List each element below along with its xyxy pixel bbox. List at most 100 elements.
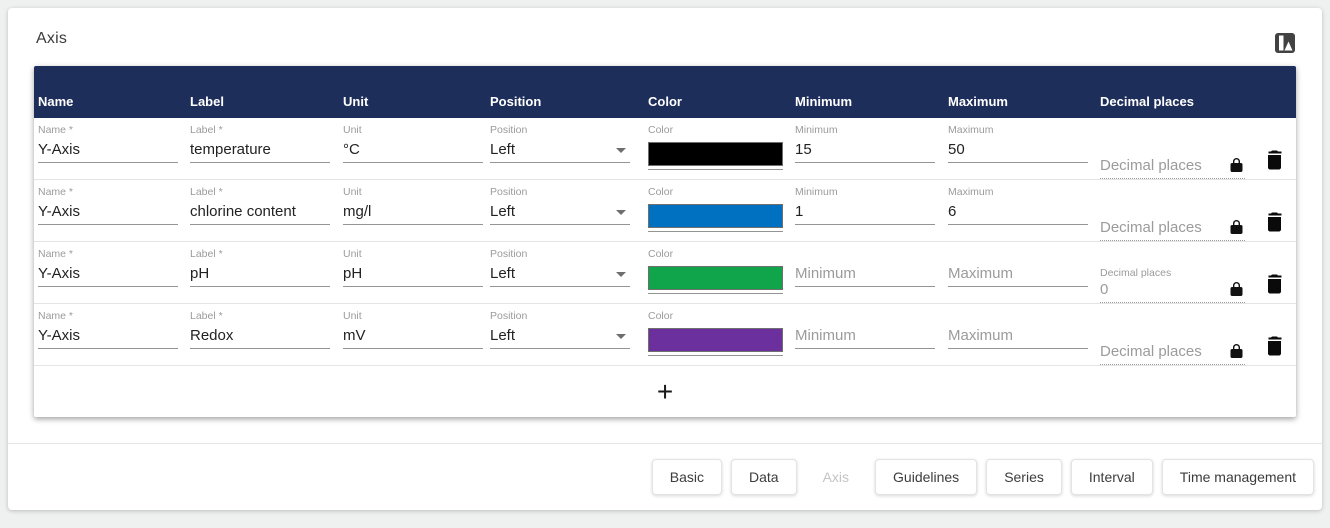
name-input[interactable]: Y-Axis	[38, 200, 178, 225]
name-input[interactable]: Y-Axis	[38, 138, 178, 163]
color-swatch	[648, 328, 783, 352]
axis-table: Name Label Unit Position Color Minimum M…	[34, 66, 1296, 417]
table-header: Name Label Unit Position Color Minimum M…	[34, 66, 1296, 118]
decimal-places-input[interactable]: Decimal places	[1100, 340, 1245, 365]
maximum-input[interactable]: Maximum	[948, 324, 1088, 349]
footer-nav: Basic Data Axis Guidelines Series Interv…	[8, 443, 1322, 510]
lock-icon[interactable]	[1230, 281, 1243, 297]
table-row: Name * Y-Axis Label * chlorine content U…	[34, 180, 1296, 242]
table-row: Name * Y-Axis Label * pH Unit pH Positio…	[34, 242, 1296, 304]
page-title: Axis	[36, 30, 68, 47]
maximum-input[interactable]: 50	[948, 138, 1088, 163]
lock-icon[interactable]	[1230, 343, 1243, 359]
column-header-decimal-places: Decimal places	[1100, 94, 1194, 109]
position-field-label: Position	[490, 186, 528, 198]
unit-field-label: Unit	[343, 310, 362, 322]
nav-button-series[interactable]: Series	[986, 459, 1062, 495]
name-field-label: Name *	[38, 310, 74, 322]
color-field-label: Color	[648, 310, 674, 322]
name-input[interactable]: Y-Axis	[38, 262, 178, 287]
color-field-label: Color	[648, 248, 674, 260]
nav-button-guidelines[interactable]: Guidelines	[875, 459, 978, 495]
decimal-places-input[interactable]: Decimal places	[1100, 216, 1245, 241]
nav-button-data[interactable]: Data	[731, 459, 797, 495]
position-select[interactable]: Left	[490, 262, 630, 287]
decimal-places-input[interactable]: 0	[1100, 278, 1245, 303]
delete-row-button[interactable]	[1253, 310, 1296, 365]
nav-button-axis: Axis	[806, 459, 866, 495]
unit-input[interactable]: mV	[343, 324, 483, 349]
table-row: Name * Y-Axis Label * Redox Unit mV Posi…	[34, 304, 1296, 366]
color-field-label: Color	[648, 186, 674, 198]
position-select[interactable]: Left	[490, 324, 630, 349]
trash-icon	[1268, 274, 1282, 294]
decimal-places-field-label: Decimal places	[1100, 267, 1172, 279]
chevron-down-icon	[616, 333, 626, 339]
minimum-input[interactable]: 1	[795, 200, 935, 225]
color-picker[interactable]	[648, 328, 783, 356]
name-field-label: Name *	[38, 248, 74, 260]
minimum-field-label: Minimum	[795, 186, 838, 198]
maximum-field-label: Maximum	[948, 124, 994, 136]
trash-icon	[1268, 212, 1282, 232]
trash-icon	[1268, 336, 1282, 356]
color-swatch	[648, 204, 783, 228]
color-swatch	[648, 142, 783, 166]
label-input[interactable]: Redox	[190, 324, 330, 349]
color-picker[interactable]	[648, 142, 783, 170]
label-field-label: Label *	[190, 124, 223, 136]
color-picker[interactable]	[648, 266, 783, 294]
lock-icon[interactable]	[1230, 157, 1243, 173]
position-select[interactable]: Left	[490, 138, 630, 163]
unit-input[interactable]: mg/l	[343, 200, 483, 225]
position-field-label: Position	[490, 124, 528, 136]
decimal-places-placeholder: Decimal places	[1100, 342, 1202, 360]
decimal-places-placeholder: Decimal places	[1100, 218, 1202, 236]
nav-button-interval[interactable]: Interval	[1070, 459, 1153, 495]
trash-icon	[1268, 150, 1282, 170]
chevron-down-icon	[616, 147, 626, 153]
image-flip-icon[interactable]	[1274, 32, 1296, 54]
label-input[interactable]: pH	[190, 262, 330, 287]
column-header-position: Position	[490, 94, 542, 109]
column-header-minimum: Minimum	[795, 94, 853, 109]
maximum-input[interactable]: 6	[948, 200, 1088, 225]
label-field-label: Label *	[190, 248, 223, 260]
delete-row-button[interactable]	[1253, 124, 1296, 179]
table-row: Name * Y-Axis Label * temperature Unit °…	[34, 118, 1296, 180]
lock-icon[interactable]	[1230, 219, 1243, 235]
maximum-input[interactable]: Maximum	[948, 262, 1088, 287]
column-header-name: Name	[38, 94, 74, 109]
main-section: Axis Name Label Unit Position Color Mini…	[8, 8, 1322, 443]
label-input[interactable]: temperature	[190, 138, 330, 163]
minimum-input[interactable]: Minimum	[795, 324, 935, 349]
unit-field-label: Unit	[343, 248, 362, 260]
name-field-label: Name *	[38, 124, 74, 136]
minimum-input[interactable]: 15	[795, 138, 935, 163]
nav-button-basic[interactable]: Basic	[651, 459, 722, 495]
minimum-input[interactable]: Minimum	[795, 262, 935, 287]
delete-row-button[interactable]	[1253, 248, 1296, 303]
name-input[interactable]: Y-Axis	[38, 324, 178, 349]
axis-settings-card: Axis Name Label Unit Position Color Mini…	[8, 8, 1322, 510]
unit-input[interactable]: °C	[343, 138, 483, 163]
name-field-label: Name *	[38, 186, 74, 198]
color-picker[interactable]	[648, 204, 783, 232]
column-header-color: Color	[648, 94, 682, 109]
unit-input[interactable]: pH	[343, 262, 483, 287]
nav-button-time-management[interactable]: Time management	[1161, 459, 1314, 495]
label-field-label: Label *	[190, 310, 223, 322]
delete-row-button[interactable]	[1253, 186, 1296, 241]
label-input[interactable]: chlorine content	[190, 200, 330, 225]
position-select[interactable]: Left	[490, 200, 630, 225]
decimal-places-value: 0	[1100, 280, 1109, 298]
add-axis-button[interactable]: +	[656, 375, 674, 407]
unit-field-label: Unit	[343, 124, 362, 136]
column-header-label: Label	[190, 94, 224, 109]
decimal-places-input[interactable]: Decimal places	[1100, 154, 1245, 179]
decimal-places-placeholder: Decimal places	[1100, 156, 1202, 174]
color-swatch	[648, 266, 783, 290]
add-row: +	[34, 366, 1296, 417]
position-field-label: Position	[490, 248, 528, 260]
label-field-label: Label *	[190, 186, 223, 198]
